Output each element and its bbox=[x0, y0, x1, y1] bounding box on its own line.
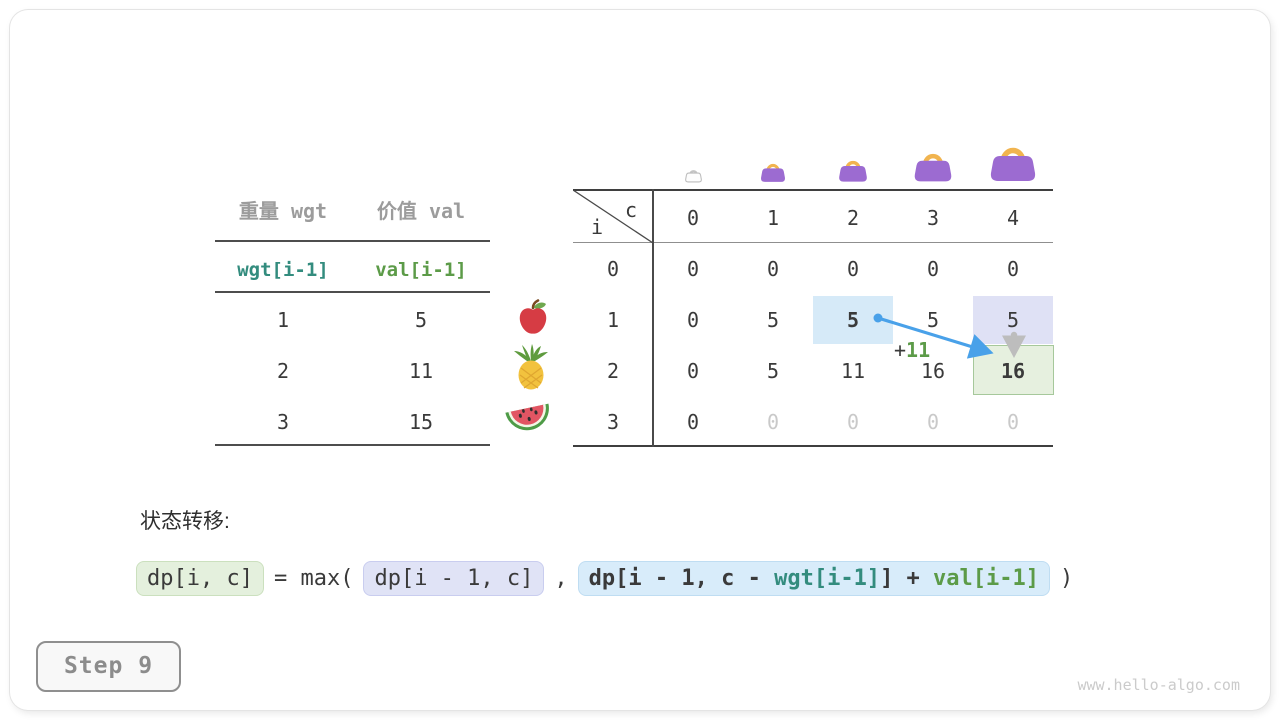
formula-eq-max: = max( bbox=[273, 566, 354, 591]
dp-cell: 0 bbox=[686, 308, 700, 332]
formula-arg-take: dp[i - 1, c - wgt[i-1]] + val[i-1] bbox=[577, 561, 1051, 596]
items-value-header: 价值 val bbox=[376, 199, 466, 223]
dp-cell-pending: 0 bbox=[766, 410, 780, 434]
transition-gain-label: +11 bbox=[894, 338, 930, 362]
items-weight-subheader: wgt[i-1] bbox=[237, 259, 329, 281]
item-value: 11 bbox=[408, 359, 434, 383]
bag-icon bbox=[839, 160, 867, 182]
dp-corner-diagonal bbox=[573, 190, 653, 243]
formula-close-paren: ) bbox=[1060, 566, 1074, 591]
dp-cell-pending: 0 bbox=[846, 410, 860, 434]
items-table-divider bbox=[215, 444, 490, 446]
formula-lhs: dp[i, c] bbox=[136, 561, 264, 596]
dp-col-header: 1 bbox=[766, 206, 780, 230]
dp-cell: 0 bbox=[686, 257, 700, 281]
formula-wgt-term: wgt[i-1] bbox=[774, 566, 881, 591]
state-transition-label: 状态转移: bbox=[140, 510, 230, 533]
gain-value: 11 bbox=[906, 338, 931, 362]
dp-cell: 5 bbox=[766, 359, 780, 383]
dp-cell: 5 bbox=[1006, 308, 1020, 332]
dp-row-label: 1 bbox=[606, 308, 620, 332]
dp-cell: 0 bbox=[686, 359, 700, 383]
item-value: 5 bbox=[414, 308, 428, 332]
dp-cell: 0 bbox=[926, 257, 940, 281]
dp-col-header: 4 bbox=[1006, 206, 1020, 230]
dp-row-label: 3 bbox=[606, 410, 620, 434]
dp-row-label: 2 bbox=[606, 359, 620, 383]
step-indicator: Step 9 bbox=[36, 641, 181, 692]
item-value: 15 bbox=[408, 410, 434, 434]
formula-val-term: val[i-1] bbox=[933, 566, 1040, 591]
dp-row-label: 0 bbox=[606, 257, 620, 281]
items-table-divider bbox=[215, 291, 490, 293]
bag-icon bbox=[914, 153, 952, 182]
dp-col-header: 0 bbox=[686, 206, 700, 230]
formula-comma: , bbox=[554, 566, 568, 591]
item-weight: 2 bbox=[276, 359, 290, 383]
items-weight-header: 重量 wgt bbox=[238, 199, 328, 223]
dp-cell-source: 5 bbox=[846, 308, 860, 332]
dp-cell: 0 bbox=[686, 410, 700, 434]
dp-cell-pending: 0 bbox=[1006, 410, 1020, 434]
dp-corner-row-var: i bbox=[590, 215, 604, 239]
apple-icon bbox=[519, 299, 547, 334]
items-value-subheader: val[i-1] bbox=[375, 259, 467, 281]
dp-col-header: 3 bbox=[926, 206, 940, 230]
item-weight: 1 bbox=[276, 308, 290, 332]
item-weight: 3 bbox=[276, 410, 290, 434]
bag-outline-icon bbox=[685, 170, 702, 183]
transition-formula: dp[i, c] = max( dp[i - 1, c] , dp[i - 1,… bbox=[136, 561, 1083, 596]
pineapple-icon bbox=[514, 344, 548, 390]
dp-cell-target: 16 bbox=[1000, 359, 1026, 383]
bag-icon bbox=[990, 147, 1036, 181]
dp-cell: 5 bbox=[926, 308, 940, 332]
items-table-divider bbox=[215, 240, 490, 242]
dp-table-header-divider bbox=[573, 242, 1053, 243]
formula-arg-take-pre: dp[i - 1, c - bbox=[588, 566, 775, 591]
bag-icon bbox=[761, 163, 785, 182]
formula-arg-keep: dp[i - 1, c] bbox=[363, 561, 545, 596]
dp-cell: 5 bbox=[766, 308, 780, 332]
dp-cell: 0 bbox=[846, 257, 860, 281]
dp-table-bottom-border bbox=[573, 445, 1053, 447]
dp-cell-pending: 0 bbox=[926, 410, 940, 434]
dp-cell: 16 bbox=[920, 359, 946, 383]
watermelon-icon bbox=[505, 403, 549, 431]
dp-table-vertical-divider bbox=[652, 189, 654, 447]
dp-corner-col-var: c bbox=[624, 198, 638, 222]
dp-col-header: 2 bbox=[846, 206, 860, 230]
dp-table-top-border bbox=[573, 189, 1053, 191]
dp-cell: 0 bbox=[766, 257, 780, 281]
formula-arg-take-mid: ] + bbox=[880, 566, 934, 591]
plus-sign: + bbox=[894, 338, 907, 362]
dp-cell: 0 bbox=[1006, 257, 1020, 281]
site-watermark: www.hello-algo.com bbox=[1077, 676, 1240, 694]
dp-cell: 11 bbox=[840, 359, 866, 383]
